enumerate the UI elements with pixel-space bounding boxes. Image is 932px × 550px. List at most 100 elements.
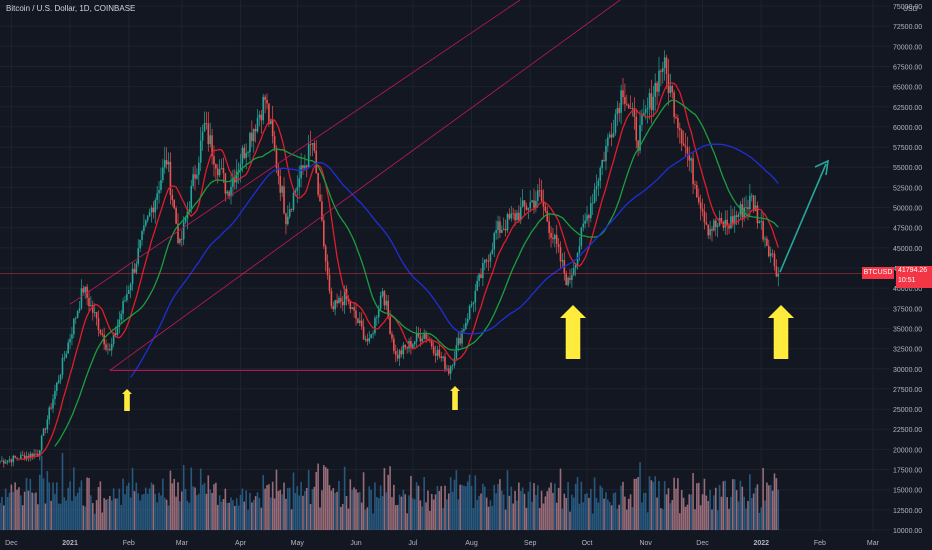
candle bbox=[54, 384, 56, 406]
candle bbox=[607, 133, 609, 153]
volume-bar bbox=[135, 482, 138, 530]
candle bbox=[321, 194, 323, 223]
volume-bar bbox=[277, 491, 280, 530]
candle bbox=[663, 50, 666, 81]
candle bbox=[116, 319, 119, 337]
volume-bar bbox=[504, 509, 507, 530]
volume-bar bbox=[474, 475, 477, 530]
volume-bar bbox=[692, 473, 694, 530]
volume-bar bbox=[332, 488, 335, 530]
volume-bar bbox=[366, 507, 369, 530]
volume-bar bbox=[444, 485, 446, 530]
candle bbox=[56, 381, 58, 396]
candle bbox=[758, 220, 761, 224]
volume-bar bbox=[771, 490, 774, 530]
candle bbox=[775, 259, 778, 278]
candle bbox=[614, 109, 617, 136]
volume-bar bbox=[697, 482, 700, 530]
candle bbox=[703, 203, 706, 230]
candle bbox=[610, 122, 613, 147]
candle bbox=[152, 201, 155, 219]
volume-bar bbox=[711, 509, 713, 530]
candle bbox=[756, 201, 759, 229]
candle bbox=[396, 348, 399, 362]
candle bbox=[771, 249, 774, 258]
candle bbox=[273, 130, 276, 152]
candle bbox=[680, 128, 683, 151]
candle bbox=[313, 140, 316, 154]
volume-bar bbox=[531, 501, 533, 530]
candle bbox=[97, 310, 100, 337]
volume-bar bbox=[487, 506, 490, 530]
candle bbox=[656, 81, 658, 106]
candle bbox=[415, 326, 418, 348]
y-tick-label: 65000.00 bbox=[893, 85, 922, 92]
candle bbox=[459, 330, 461, 346]
volume-bar bbox=[165, 499, 168, 530]
candle bbox=[724, 210, 727, 235]
volume-bar bbox=[756, 484, 759, 530]
candle bbox=[336, 293, 338, 308]
candle bbox=[550, 226, 552, 248]
candle bbox=[747, 199, 749, 221]
volume-bar bbox=[143, 493, 145, 530]
candle bbox=[131, 262, 134, 291]
candle bbox=[379, 291, 382, 311]
candle bbox=[491, 242, 494, 255]
volume-bar bbox=[497, 484, 499, 530]
y-tick-label: 57500.00 bbox=[893, 145, 922, 152]
volume-bar bbox=[512, 503, 514, 530]
volume-bar bbox=[480, 493, 482, 530]
candle bbox=[559, 241, 562, 270]
candle bbox=[696, 180, 698, 198]
volume-bar bbox=[595, 497, 598, 530]
candle bbox=[118, 311, 121, 334]
candle bbox=[641, 109, 643, 132]
volume-bar bbox=[241, 488, 244, 530]
volume-bar bbox=[124, 494, 126, 530]
volume-bar bbox=[288, 487, 291, 530]
volume-bar bbox=[269, 497, 272, 530]
volume-bar bbox=[222, 498, 225, 530]
volume-bar bbox=[463, 485, 465, 530]
volume-bar bbox=[340, 506, 342, 530]
volume-bar bbox=[677, 478, 679, 530]
candle bbox=[402, 342, 405, 360]
y-tick-label: 32500.00 bbox=[893, 347, 922, 354]
volume-bar bbox=[586, 493, 588, 530]
candle bbox=[158, 181, 160, 204]
candle bbox=[317, 172, 319, 198]
candle bbox=[383, 290, 386, 310]
volume-bar bbox=[252, 500, 255, 530]
candle bbox=[612, 119, 615, 138]
candle bbox=[91, 300, 94, 321]
volume-bar bbox=[18, 487, 20, 530]
volume-bar bbox=[12, 491, 15, 530]
candle bbox=[355, 302, 357, 326]
candle bbox=[46, 415, 49, 434]
volume-bar bbox=[21, 505, 24, 530]
volume-bar bbox=[610, 505, 613, 530]
candle bbox=[730, 205, 732, 230]
volume-bar bbox=[754, 487, 757, 530]
candle bbox=[156, 185, 158, 210]
volume-bar bbox=[341, 504, 344, 530]
candle bbox=[141, 229, 143, 246]
candle bbox=[542, 189, 545, 219]
volume-bar bbox=[230, 497, 232, 530]
volume-bar bbox=[476, 499, 478, 530]
candle bbox=[684, 132, 687, 157]
volume-bar bbox=[713, 495, 715, 530]
volume-bar bbox=[618, 504, 621, 530]
candle bbox=[688, 146, 691, 172]
volume-bar bbox=[61, 453, 64, 530]
volume-bar bbox=[569, 511, 571, 530]
candle bbox=[122, 297, 124, 322]
candle bbox=[357, 317, 359, 324]
candle bbox=[12, 454, 15, 467]
volume-bar bbox=[2, 505, 5, 530]
candle bbox=[442, 355, 444, 362]
candle bbox=[124, 295, 126, 303]
candle bbox=[427, 334, 429, 341]
